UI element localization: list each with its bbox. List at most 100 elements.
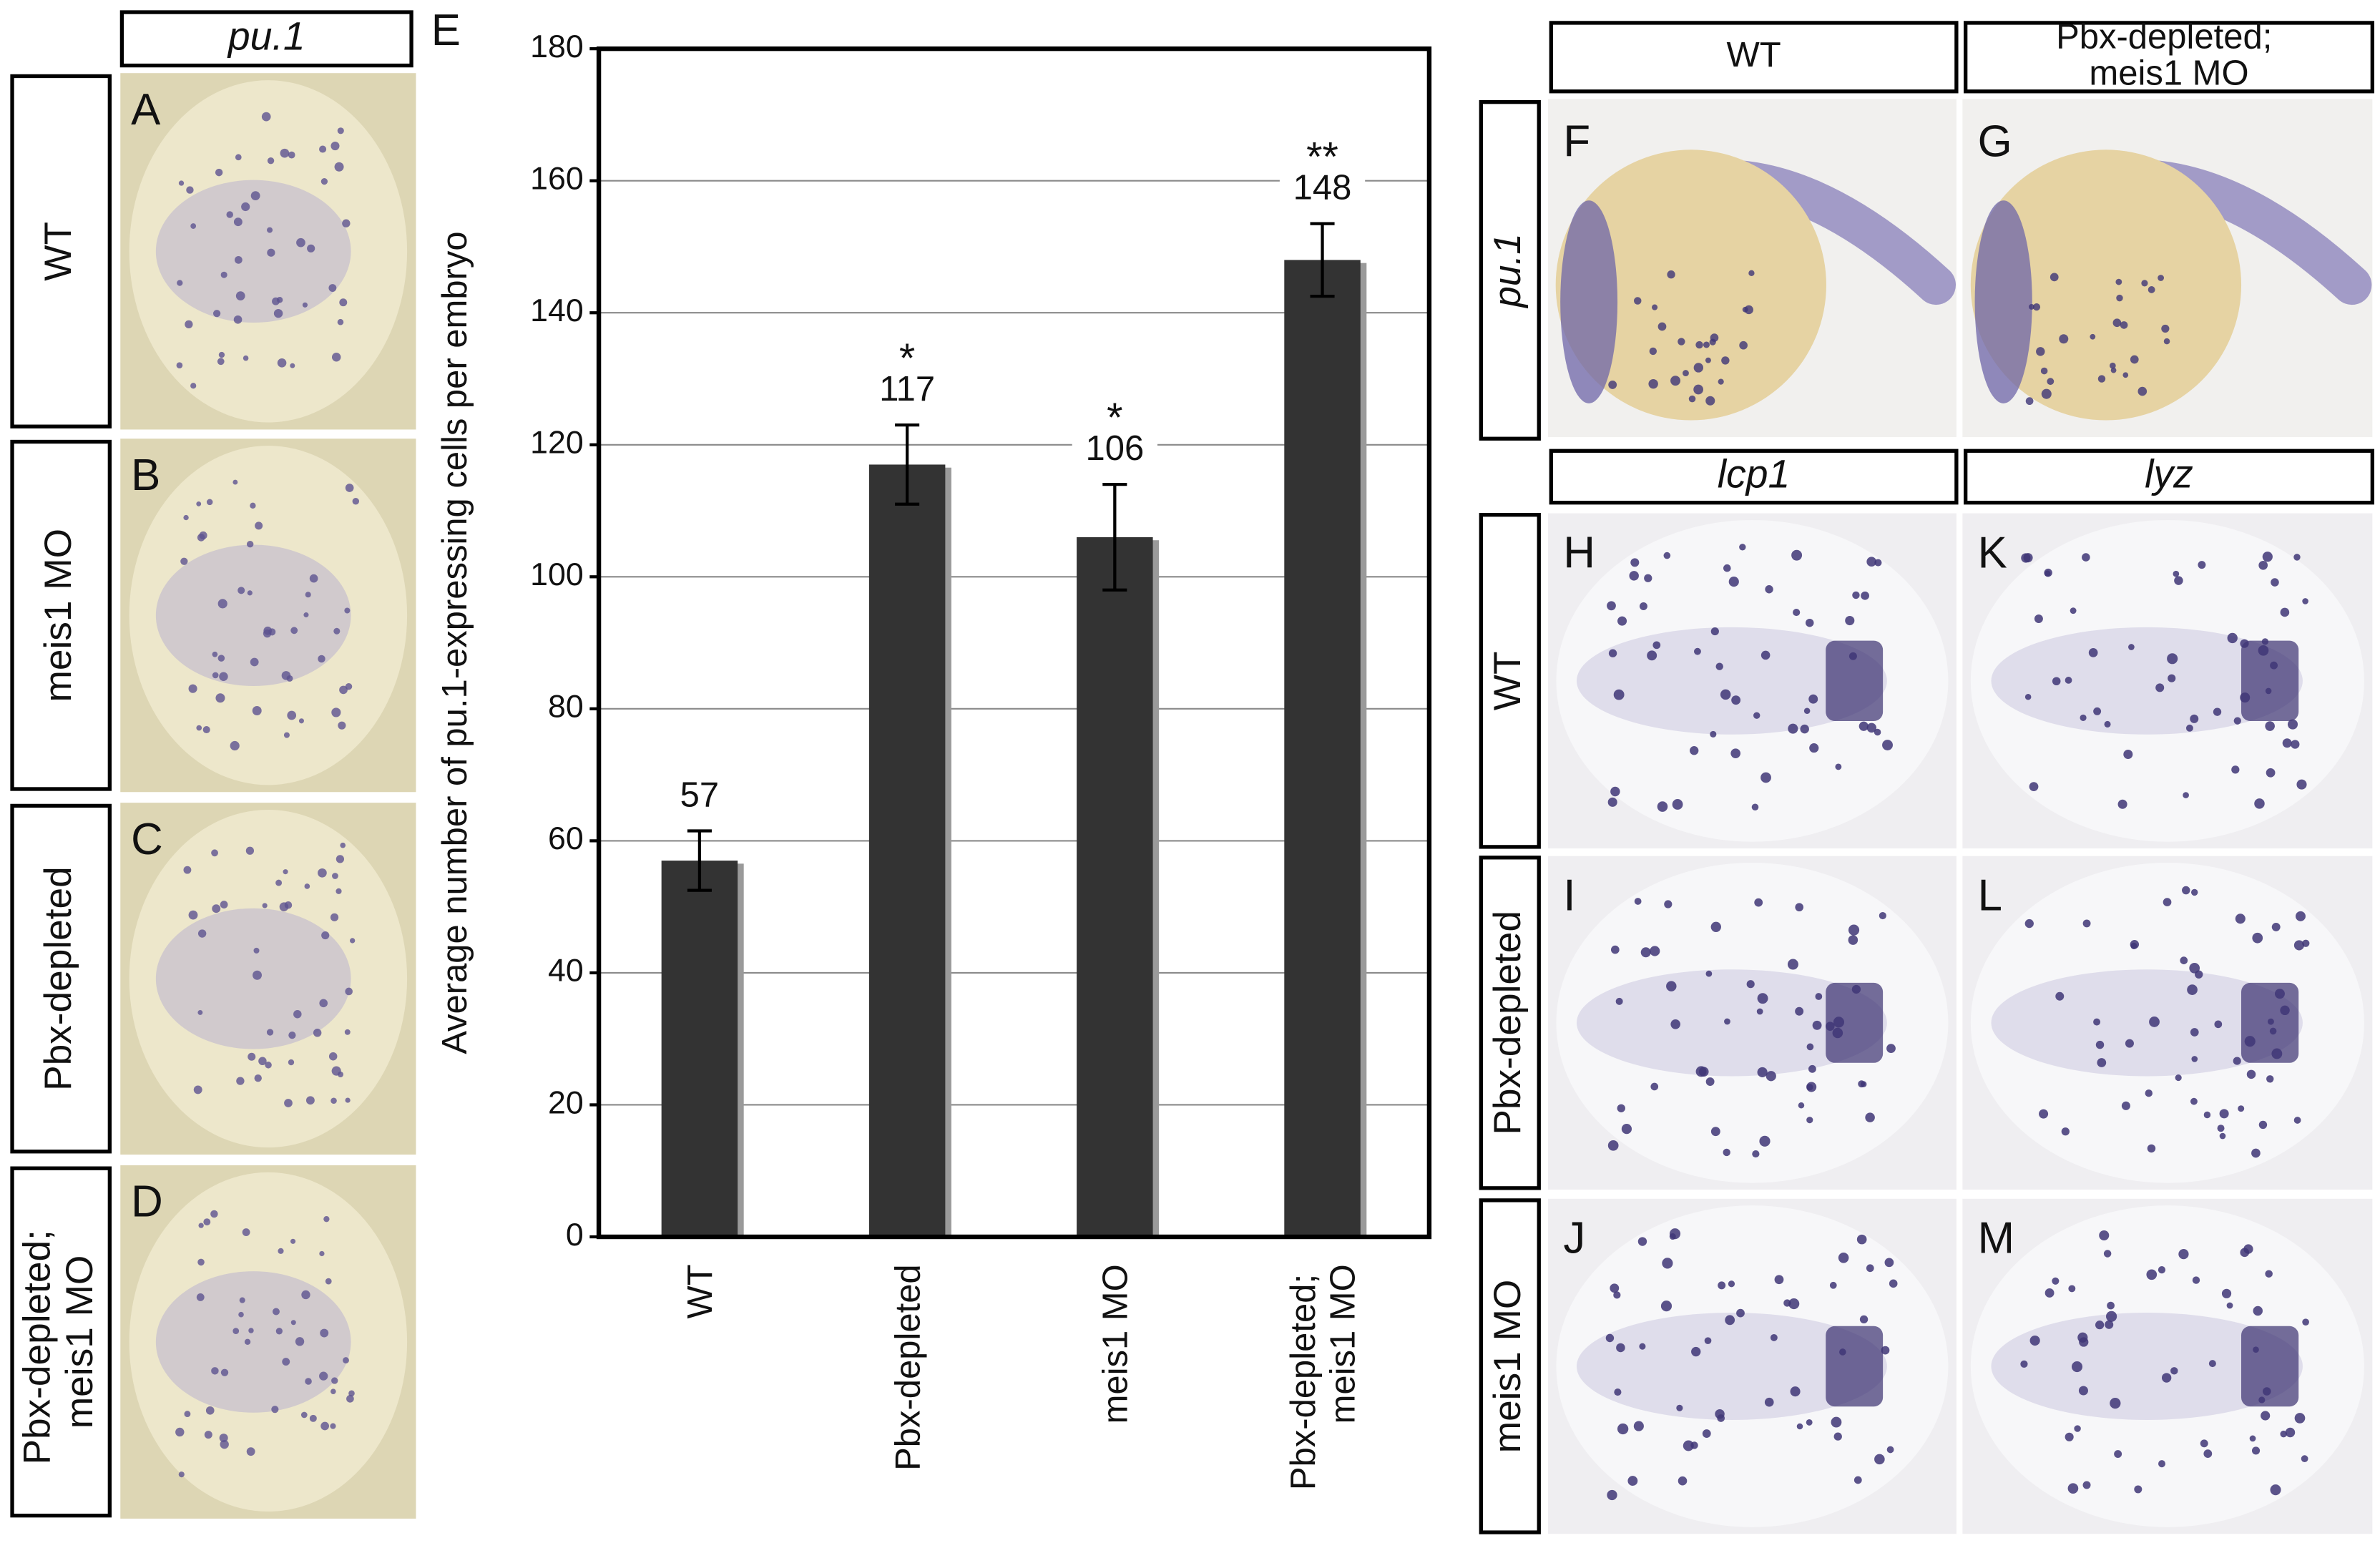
cell bbox=[183, 514, 189, 521]
cell bbox=[2233, 1057, 2241, 1065]
cell bbox=[2115, 278, 2122, 285]
cell bbox=[2122, 372, 2129, 378]
cell bbox=[330, 913, 339, 921]
cell bbox=[288, 151, 295, 159]
cell bbox=[235, 154, 242, 161]
cell bbox=[1886, 1446, 1894, 1454]
cell bbox=[1704, 1337, 1712, 1345]
cell bbox=[244, 1338, 251, 1346]
cell bbox=[246, 540, 254, 548]
cell bbox=[1757, 993, 1768, 1004]
cell bbox=[2024, 919, 2034, 929]
cell bbox=[2178, 1249, 2189, 1260]
cell bbox=[2213, 707, 2222, 716]
cell bbox=[2120, 321, 2128, 329]
cell bbox=[1663, 552, 1671, 559]
cell bbox=[265, 1062, 272, 1069]
cell bbox=[205, 1406, 215, 1415]
cell bbox=[1884, 1258, 1894, 1268]
column-header: WT bbox=[1727, 36, 1781, 74]
cell bbox=[2034, 614, 2043, 623]
cell bbox=[2185, 724, 2193, 732]
panel-letter: J bbox=[1563, 1214, 1585, 1263]
cell bbox=[2235, 913, 2246, 924]
cell bbox=[1874, 728, 1881, 736]
cell bbox=[2253, 1306, 2263, 1316]
row-label-box bbox=[10, 1166, 112, 1518]
cell bbox=[2198, 561, 2206, 569]
cell bbox=[2137, 386, 2148, 396]
x-tick-label: Pbx-depleted; meis1 MO bbox=[1284, 1264, 1362, 1490]
cell bbox=[2141, 280, 2148, 287]
cell bbox=[2266, 768, 2276, 778]
cell bbox=[1806, 1082, 1817, 1092]
cell bbox=[2068, 1285, 2076, 1293]
cell bbox=[1866, 557, 1877, 567]
cell bbox=[296, 237, 305, 248]
cell bbox=[2295, 911, 2306, 921]
cell bbox=[2183, 792, 2189, 798]
cell bbox=[2246, 1069, 2256, 1079]
cell bbox=[2155, 683, 2165, 692]
cell bbox=[212, 672, 219, 679]
cell bbox=[336, 888, 342, 894]
cell bbox=[1861, 591, 1869, 600]
row-label: pu.1 bbox=[1487, 233, 1529, 309]
embryo-axis bbox=[155, 180, 351, 323]
cell bbox=[2158, 1460, 2166, 1468]
cell bbox=[1806, 1117, 1813, 1124]
value-label: 148 bbox=[1293, 169, 1352, 207]
cell bbox=[2029, 782, 2039, 791]
bar bbox=[868, 464, 946, 1238]
cell bbox=[2040, 367, 2048, 375]
cell bbox=[1754, 898, 1763, 907]
cell bbox=[2078, 1386, 2088, 1396]
cell bbox=[2146, 1269, 2158, 1280]
cell bbox=[241, 202, 250, 212]
cell bbox=[1718, 1281, 1726, 1290]
cell bbox=[1608, 380, 1617, 389]
cell bbox=[342, 219, 351, 227]
cell bbox=[313, 1029, 322, 1037]
cell bbox=[2182, 886, 2190, 895]
cell bbox=[1826, 1022, 1835, 1031]
cell bbox=[267, 248, 275, 257]
cell bbox=[252, 706, 262, 715]
plot-frame bbox=[596, 46, 1432, 1240]
photo bbox=[1962, 99, 2373, 438]
cell bbox=[2052, 677, 2061, 686]
cell bbox=[2270, 1484, 2281, 1496]
cell bbox=[290, 1320, 296, 1326]
cell bbox=[253, 947, 260, 954]
cell bbox=[318, 655, 325, 663]
cell bbox=[1879, 911, 1886, 920]
cell bbox=[2080, 714, 2087, 721]
cell bbox=[1866, 722, 1877, 733]
cell bbox=[2180, 956, 2188, 965]
stripe bbox=[2241, 640, 2299, 722]
cell bbox=[2148, 286, 2155, 293]
cell bbox=[203, 1218, 211, 1226]
cell bbox=[1791, 549, 1803, 561]
cell bbox=[2130, 940, 2140, 949]
cell bbox=[210, 1210, 218, 1218]
cell bbox=[2296, 779, 2307, 790]
cell bbox=[1705, 1077, 1715, 1086]
cell bbox=[2302, 598, 2308, 604]
cell bbox=[190, 223, 197, 229]
cell bbox=[2258, 645, 2269, 656]
cell bbox=[330, 1097, 337, 1104]
column-header-box bbox=[1963, 21, 2375, 94]
cell bbox=[2061, 1127, 2070, 1136]
cell bbox=[254, 1074, 262, 1082]
cell bbox=[239, 1297, 245, 1303]
cell bbox=[206, 499, 213, 506]
cell bbox=[2189, 962, 2200, 974]
cell bbox=[303, 612, 309, 618]
cell bbox=[232, 479, 238, 485]
cell bbox=[339, 685, 348, 695]
cell bbox=[2074, 1425, 2081, 1432]
row-label: WT bbox=[1487, 651, 1529, 710]
cell bbox=[2052, 1277, 2060, 1285]
cell bbox=[1723, 1148, 1730, 1157]
